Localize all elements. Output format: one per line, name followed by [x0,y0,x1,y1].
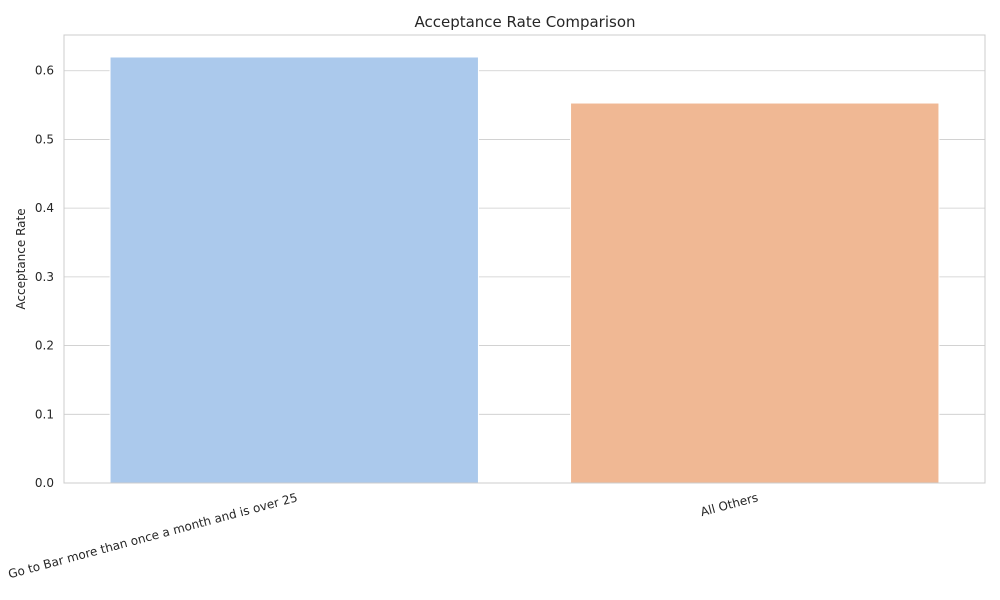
x-axis-ticks: Go to Bar more than once a month and is … [7,490,760,581]
y-tick-label: 0.3 [35,270,54,284]
bar [109,56,479,484]
y-tick-label: 0.6 [35,64,54,78]
y-axis-label: Acceptance Rate [14,208,28,309]
y-tick-label: 0.0 [35,476,54,490]
y-tick-label: 0.2 [35,339,54,353]
y-tick-label: 0.5 [35,132,54,146]
y-tick-label: 0.4 [35,201,54,215]
y-tick-label: 0.1 [35,407,54,421]
bar [570,102,940,484]
x-tick-label: All Others [699,490,760,519]
plot-frame [63,34,986,484]
y-axis-ticks: 0.0 0.1 0.2 0.3 0.4 0.5 0.6 [35,64,54,490]
chart-title: Acceptance Rate Comparison [414,13,635,31]
bars [109,56,940,484]
x-tick-label: Go to Bar more than once a month and is … [7,490,299,581]
